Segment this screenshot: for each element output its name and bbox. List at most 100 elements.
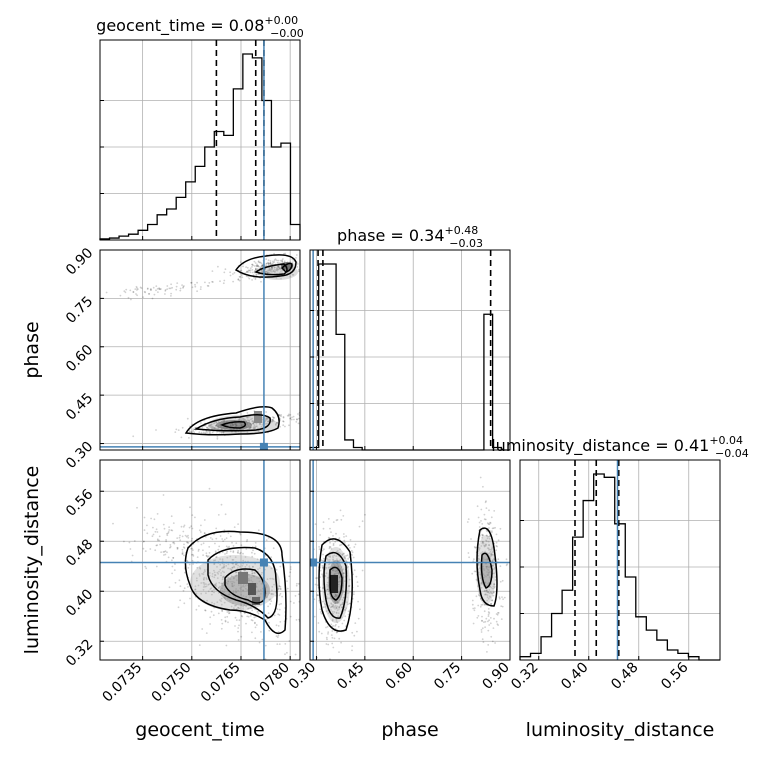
sample-point: [237, 607, 240, 609]
axes-frame: [99, 39, 301, 241]
sample-point: [490, 586, 493, 589]
sample-point: [477, 516, 480, 519]
sample-point: [248, 601, 250, 604]
sample-point: [196, 556, 199, 558]
sample-point: [164, 553, 167, 556]
sample-point: [491, 553, 494, 556]
sample-point: [481, 534, 484, 537]
sample-point: [132, 435, 135, 438]
sample-point: [254, 268, 257, 271]
sample-point: [227, 546, 229, 549]
sample-point: [154, 549, 157, 552]
sample-point: [136, 287, 138, 289]
sample-point: [212, 427, 214, 430]
sample-point: [254, 269, 257, 271]
sample-point: [260, 593, 262, 595]
sample-point: [361, 520, 364, 523]
sample-point: [483, 513, 486, 516]
sample-point: [203, 519, 206, 521]
sample-point: [205, 632, 208, 634]
sample-point: [277, 266, 280, 269]
sample-point: [276, 608, 279, 610]
sample-point: [242, 589, 245, 592]
sample-point: [202, 581, 205, 584]
sample-point: [196, 281, 199, 284]
sample-point: [257, 260, 260, 262]
sample-point: [252, 422, 254, 425]
sample-point: [213, 426, 215, 429]
sample-point: [320, 612, 323, 615]
sample-point: [266, 418, 269, 420]
sample-point: [331, 642, 334, 645]
sample-point: [181, 548, 184, 551]
sample-point: [183, 547, 186, 549]
sample-point: [348, 585, 351, 588]
sample-point: [487, 591, 490, 594]
sample-point: [201, 628, 204, 630]
sample-point: [266, 270, 268, 273]
sample-point: [221, 538, 224, 540]
sample-point: [136, 294, 139, 297]
sample-point: [276, 421, 278, 424]
sample-point: [252, 565, 254, 568]
sample-point: [486, 599, 488, 602]
sample-point: [246, 271, 248, 273]
sample-point: [353, 546, 356, 548]
sample-point: [254, 637, 257, 640]
sample-point: [184, 534, 187, 537]
sample-point: [202, 571, 205, 574]
sample-point: [245, 548, 248, 550]
sample-point: [492, 563, 495, 565]
sample-point: [239, 587, 242, 590]
sample-point: [242, 265, 244, 268]
sample-point: [218, 428, 220, 431]
sample-point: [123, 540, 125, 543]
sample-point: [258, 580, 261, 583]
sample-point: [480, 552, 483, 555]
sample-point: [492, 564, 494, 567]
sample-point: [473, 607, 476, 609]
sample-point: [213, 563, 216, 565]
sample-point: [203, 579, 205, 581]
tick-label-luminosity_distance: 0.40: [558, 660, 591, 693]
density-cell: [330, 575, 338, 593]
sample-point: [188, 430, 191, 433]
sample-point: [274, 266, 276, 269]
sample-point: [494, 526, 496, 529]
sample-point: [258, 577, 260, 580]
sample-point: [282, 416, 285, 418]
sample-point: [229, 550, 232, 553]
sample-point: [487, 591, 489, 594]
sample-point: [296, 263, 299, 265]
sample-point: [254, 626, 257, 629]
sample-point: [221, 584, 224, 587]
sample-point: [167, 556, 170, 559]
sample-point: [293, 602, 295, 604]
sample-point: [332, 544, 335, 547]
sample-point: [265, 270, 268, 273]
sample-point: [473, 558, 475, 561]
sample-point: [181, 426, 184, 429]
sample-point: [280, 270, 282, 273]
quantile-lines: [574, 460, 620, 660]
sample-point: [295, 257, 297, 259]
sample-point: [276, 636, 279, 639]
sample-point: [217, 587, 220, 589]
sample-point: [175, 288, 178, 291]
sample-point: [344, 608, 346, 611]
sample-point: [334, 604, 337, 607]
sample-point: [249, 271, 252, 274]
sample-point: [267, 420, 269, 423]
sample-point: [297, 270, 300, 273]
sample-point: [320, 632, 323, 635]
sample-point: [226, 597, 229, 600]
sample-point: [238, 607, 241, 610]
sample-point: [198, 573, 201, 576]
sample-point: [219, 599, 221, 601]
sample-point: [243, 586, 246, 588]
sample-point: [278, 585, 281, 588]
sample-point: [251, 570, 254, 573]
sample-point: [492, 585, 495, 588]
sample-point: [182, 530, 185, 533]
sample-point: [170, 529, 173, 532]
